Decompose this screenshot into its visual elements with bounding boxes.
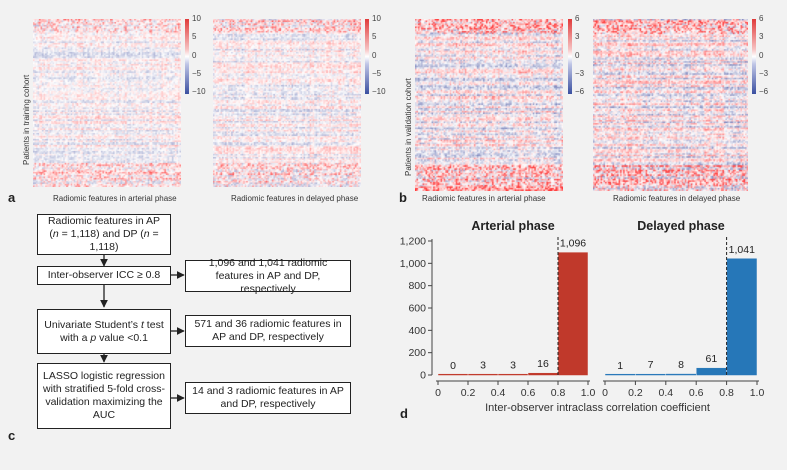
flow-box-icc: Inter-observer ICC ≥ 0.8 xyxy=(37,266,171,285)
colorbar-b1-tick: 6 xyxy=(575,14,580,23)
colorbar-b2 xyxy=(752,19,756,94)
panel-b-letter: b xyxy=(399,190,407,205)
histogram-bar xyxy=(666,373,696,376)
heatmap-a-delayed xyxy=(213,19,361,187)
x-tick-label: 0.8 xyxy=(551,387,566,399)
y-tick-label: 0 xyxy=(420,370,426,382)
colorbar-a2-tick: 0 xyxy=(372,50,377,60)
x-tick-label: 0.4 xyxy=(658,387,673,399)
histogram-bar xyxy=(528,372,558,376)
histogram-bar xyxy=(635,373,666,376)
colorbar-b2-tick: 6 xyxy=(759,14,764,23)
bar-value-label: 0 xyxy=(450,360,456,372)
colorbar-b2-tick: −6 xyxy=(759,87,769,96)
y-tick-label: 1,200 xyxy=(400,236,426,248)
colorbar-b2-tick: 3 xyxy=(759,32,764,42)
x-tick-label: 0.8 xyxy=(719,387,734,399)
x-tick-label: 0.2 xyxy=(628,387,643,399)
colorbar-a2-tick: −10 xyxy=(372,87,386,96)
x-tick-label: 0 xyxy=(602,387,608,399)
histogram-title: Delayed phase xyxy=(637,219,725,233)
histogram-bar xyxy=(438,373,468,376)
x-tick-label: 0.4 xyxy=(491,387,506,399)
colorbar-a1-tick: −5 xyxy=(192,68,202,78)
x-tick-label: 0.6 xyxy=(521,387,536,399)
bar-value-label: 8 xyxy=(678,359,684,371)
panel-b-ylabel: Patients in validation cohort xyxy=(404,78,413,176)
colorbar-a1-tick: 5 xyxy=(192,32,197,42)
y-tick-label: 200 xyxy=(408,347,426,359)
colorbar-b1-tick: −3 xyxy=(575,68,585,78)
flow-box-ttest: Univariate Student’s t test with a p val… xyxy=(37,309,171,354)
flow-box-input: Radiomic features in AP (n = 1,118) and … xyxy=(37,214,171,255)
bar-value-label: 3 xyxy=(480,360,486,372)
colorbar-a1 xyxy=(185,19,189,94)
histogram-bar xyxy=(605,373,636,376)
bar-value-label: 61 xyxy=(706,353,718,365)
flow-box-icc-result: 1,096 and 1,041 radiomic features in AP … xyxy=(185,257,351,295)
histogram-title: Arterial phase xyxy=(471,219,554,233)
heatmap-b-arterial xyxy=(415,19,563,191)
colorbar-b2-tick: −3 xyxy=(759,68,769,78)
bar-value-label: 7 xyxy=(648,359,654,371)
bar-value-label: 3 xyxy=(510,360,516,372)
x-tick-label: 1.0 xyxy=(750,387,765,399)
heatmap-b-delayed xyxy=(593,19,748,191)
colorbar-a2-tick: 10 xyxy=(372,14,381,23)
y-tick-label: 600 xyxy=(408,303,426,315)
panel-b-xlabel-delayed: Radiomic features in delayed phase xyxy=(613,194,741,203)
heatmap-a-arterial xyxy=(33,19,181,187)
colorbar-a2 xyxy=(365,19,369,94)
histogram-bar xyxy=(696,367,727,376)
bar-value-label: 1,096 xyxy=(560,238,586,250)
flowchart-arrows xyxy=(100,254,185,402)
panel-a-xlabel-delayed: Radiomic features in delayed phase xyxy=(231,194,359,203)
flow-box-ttest-result: 571 and 36 radiomic features in AP and D… xyxy=(185,315,351,347)
histogram-bar xyxy=(468,373,498,376)
histogram-bar xyxy=(726,258,757,376)
colorbar-b1-tick: −6 xyxy=(575,87,585,96)
bar-value-label: 1 xyxy=(617,360,623,372)
histogram-bar xyxy=(498,373,528,376)
colorbar-b1-tick: 3 xyxy=(575,32,580,42)
bar-value-label: 16 xyxy=(537,358,549,370)
bar-value-label: 1,041 xyxy=(729,244,755,256)
x-tick-label: 0 xyxy=(435,387,441,399)
y-tick-label: 1,000 xyxy=(400,258,426,270)
colorbar-b1-tick: 0 xyxy=(575,50,580,60)
colorbar-b2-tick: 0 xyxy=(759,50,764,60)
panel-d-letter: d xyxy=(400,406,408,421)
x-axis-label: Inter-observer intraclass correlation co… xyxy=(485,402,710,414)
x-tick-label: 1.0 xyxy=(581,387,596,399)
colorbar-b1 xyxy=(568,19,572,94)
flow-box-input-line1: Radiomic features in AP xyxy=(47,215,161,227)
panel-a-letter: a xyxy=(8,190,16,205)
colorbar-a1-tick: 0 xyxy=(192,50,197,60)
x-tick-label: 0.2 xyxy=(461,387,476,399)
colorbar-a2-tick: −5 xyxy=(372,68,382,78)
panel-b-xlabel-arterial: Radiomic features in arterial phase xyxy=(422,194,546,203)
panel-c-letter: c xyxy=(8,428,16,443)
flow-box-lasso: LASSO logistic regression with stratifie… xyxy=(37,363,171,429)
colorbar-a1-tick: −10 xyxy=(192,87,206,96)
y-tick-label: 400 xyxy=(408,325,426,337)
colorbar-a1-tick: 10 xyxy=(192,14,201,23)
panel-a-xlabel-arterial: Radiomic features in arterial phase xyxy=(53,194,177,203)
flow-box-input-line2: (n = 1,118) and DP (n = 1,118) xyxy=(49,228,159,253)
colorbar-a2-tick: 5 xyxy=(372,32,377,42)
panel-a-ylabel: Patients in training cohort xyxy=(22,74,31,165)
x-tick-label: 0.6 xyxy=(689,387,704,399)
histogram-bar xyxy=(558,252,588,376)
y-tick-label: 800 xyxy=(408,280,426,292)
flow-box-lasso-result: 14 and 3 radiomic features in AP and DP,… xyxy=(185,382,351,414)
